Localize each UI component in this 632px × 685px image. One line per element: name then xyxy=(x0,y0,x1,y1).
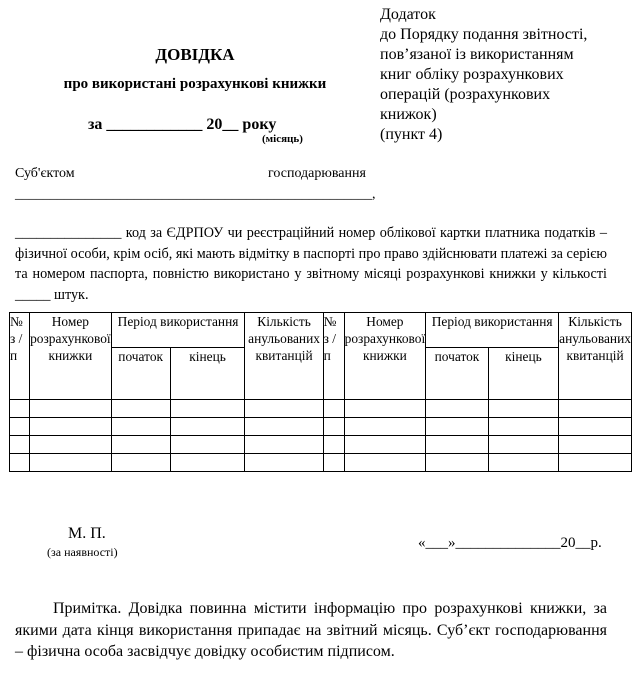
annex-reference: Додаток до Порядку подання звітності, по… xyxy=(380,5,587,145)
table-cell[interactable] xyxy=(558,399,632,418)
table-cell[interactable] xyxy=(169,399,246,418)
table-cell[interactable] xyxy=(110,435,171,454)
table-cell[interactable] xyxy=(169,435,246,454)
table-cell[interactable] xyxy=(487,453,560,472)
table-cell[interactable] xyxy=(29,417,112,436)
col-header-start: початок xyxy=(110,347,171,400)
annex-line: (пункт 4) xyxy=(380,126,443,143)
table-cell[interactable] xyxy=(110,417,171,436)
table-row xyxy=(8,399,632,418)
subject-label: Суб'єктом xyxy=(15,166,75,181)
table-cell[interactable] xyxy=(29,399,112,418)
annex-line: книжок) xyxy=(380,106,437,123)
col-header-book: Номер розрахункової книжки xyxy=(29,312,112,400)
table-cell[interactable] xyxy=(8,435,31,454)
table-cell[interactable] xyxy=(244,417,324,436)
stamp-note: (за наявності) xyxy=(47,545,118,559)
table-cell[interactable] xyxy=(558,435,632,454)
col-header-num-2: № з / п xyxy=(322,312,345,400)
table-cell[interactable] xyxy=(343,399,427,418)
table-cell[interactable] xyxy=(425,417,489,436)
books-table: № з / п Номер розрахункової книжки Періо… xyxy=(8,312,632,472)
col-header-count-2: Кількість анульованих квитанцій xyxy=(558,312,632,400)
col-header-period: Період використання xyxy=(110,312,246,348)
table-cell[interactable] xyxy=(8,399,31,418)
table-cell[interactable] xyxy=(322,453,345,472)
table-cell[interactable] xyxy=(29,453,112,472)
table-cell[interactable] xyxy=(487,417,560,436)
annex-line: Додаток xyxy=(380,6,436,23)
col-header-start-2: початок xyxy=(425,347,489,400)
table-cell[interactable] xyxy=(110,399,171,418)
table-cell[interactable] xyxy=(343,417,427,436)
table-cell[interactable] xyxy=(8,417,31,436)
table-cell[interactable] xyxy=(558,417,632,436)
table-cell[interactable] xyxy=(322,417,345,436)
table-cell[interactable] xyxy=(343,435,427,454)
col-header-book-2: Номер розрахункової книжки xyxy=(343,312,427,400)
table-cell[interactable] xyxy=(169,453,246,472)
annex-line: операцій (розрахункових xyxy=(380,86,551,103)
table-cell[interactable] xyxy=(169,417,246,436)
stamp-label: М. П. xyxy=(68,525,106,542)
table-cell[interactable] xyxy=(8,453,31,472)
col-header-end-2: кінець xyxy=(487,347,560,400)
subject-paragraph: _______________ код за ЄДРПОУ чи реєстра… xyxy=(15,225,607,303)
table-cell[interactable] xyxy=(425,435,489,454)
col-header-end: кінець xyxy=(169,347,246,400)
table-cell[interactable] xyxy=(29,435,112,454)
document-subtitle: про використані розрахункові книжки xyxy=(63,76,327,92)
table-cell[interactable] xyxy=(244,453,324,472)
table-cell[interactable] xyxy=(322,399,345,418)
col-header-num: № з / п xyxy=(8,312,31,400)
table-cell[interactable] xyxy=(322,435,345,454)
month-hint: (місяць) xyxy=(262,133,303,145)
table-row xyxy=(8,435,632,454)
subject-label-2: господарювання xyxy=(268,166,366,181)
table-cell[interactable] xyxy=(343,453,427,472)
subject-name-blank: ________________________________________… xyxy=(15,187,376,202)
col-header-count: Кількість анульованих квитанцій xyxy=(244,312,324,400)
col-header-period-2: Період використання xyxy=(425,312,560,348)
annex-line: пов’язаної із використанням xyxy=(380,46,574,63)
table-cell[interactable] xyxy=(244,435,324,454)
annex-line: книг обліку розрахункових xyxy=(380,66,564,83)
table-row xyxy=(8,417,632,436)
period-line: за ____________ 20__ року xyxy=(88,116,277,133)
table-cell[interactable] xyxy=(244,399,324,418)
table-cell[interactable] xyxy=(558,453,632,472)
table-cell[interactable] xyxy=(487,399,560,418)
table-cell[interactable] xyxy=(110,453,171,472)
document-title: ДОВІДКА xyxy=(155,45,235,64)
date-line: «___»______________20__р. xyxy=(418,535,602,551)
table-cell[interactable] xyxy=(487,435,560,454)
note-paragraph: Примітка. Довідка повинна містити інформ… xyxy=(15,600,607,660)
table-cell[interactable] xyxy=(425,399,489,418)
table-row xyxy=(8,453,632,472)
table-cell[interactable] xyxy=(425,453,489,472)
annex-line: до Порядку подання звітності, xyxy=(380,26,588,43)
